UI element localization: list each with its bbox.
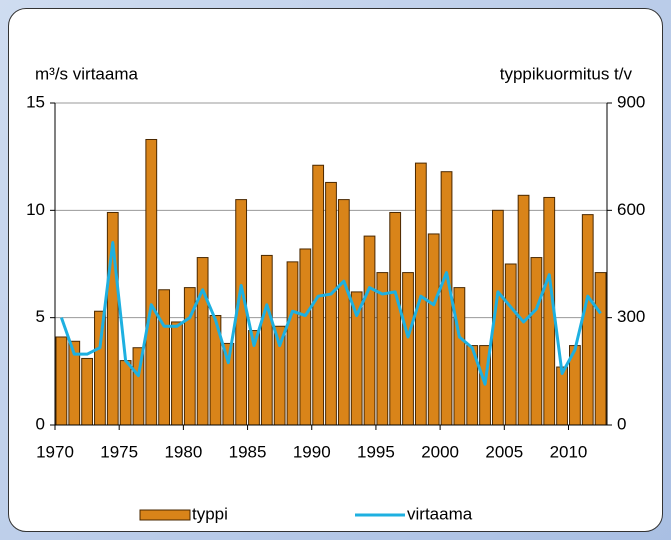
- bar: [517, 194, 530, 426]
- bar: [594, 272, 607, 426]
- x-tick-label: 1995: [357, 442, 395, 461]
- bar: [530, 257, 543, 426]
- x-tick-label: 1990: [293, 442, 331, 461]
- x-tick-label: 1980: [164, 442, 202, 461]
- legend-label: typpi: [192, 504, 228, 523]
- x-tick-label: 2005: [485, 442, 523, 461]
- bar: [453, 287, 466, 426]
- y2-tick-label: 600: [617, 200, 645, 219]
- bar: [325, 181, 337, 426]
- bar: [389, 211, 402, 426]
- bar: [556, 366, 568, 426]
- legend-label: virtaama: [407, 504, 473, 523]
- x-tick-label: 1975: [100, 442, 138, 461]
- line: [60, 241, 602, 386]
- y-axis-label: m³/s virtaama: [35, 64, 139, 83]
- x-tick-label: 1985: [229, 442, 267, 461]
- bar: [55, 336, 68, 426]
- bar: [402, 272, 414, 426]
- bar: [427, 233, 440, 426]
- bar: [299, 248, 312, 426]
- bar: [119, 360, 132, 426]
- bar: [260, 254, 273, 426]
- y2-tick-label: 300: [617, 307, 645, 326]
- x-tick-label: 2000: [421, 442, 459, 461]
- bar: [581, 214, 594, 426]
- y-tick-label: 15: [26, 92, 45, 111]
- x-tick-label: 2010: [550, 442, 588, 461]
- y-tick-label: 0: [36, 414, 45, 433]
- y2-tick-label: 0: [617, 414, 626, 433]
- bar: [414, 162, 427, 426]
- bar: [286, 261, 299, 426]
- y2-axis-label: typpikuormitus t/v: [500, 64, 633, 83]
- bar: [158, 289, 171, 426]
- bar: [171, 321, 183, 426]
- bar: [196, 257, 209, 426]
- y-tick-label: 10: [26, 200, 45, 219]
- bar: [363, 235, 376, 426]
- bar: [145, 138, 158, 426]
- x-tick-label: 1970: [36, 442, 74, 461]
- bar: [337, 199, 350, 426]
- bar: [504, 263, 517, 426]
- legend-swatch: [139, 509, 191, 521]
- bar: [81, 357, 93, 426]
- y-tick-label: 5: [36, 307, 45, 326]
- y2-tick-label: 900: [617, 92, 645, 111]
